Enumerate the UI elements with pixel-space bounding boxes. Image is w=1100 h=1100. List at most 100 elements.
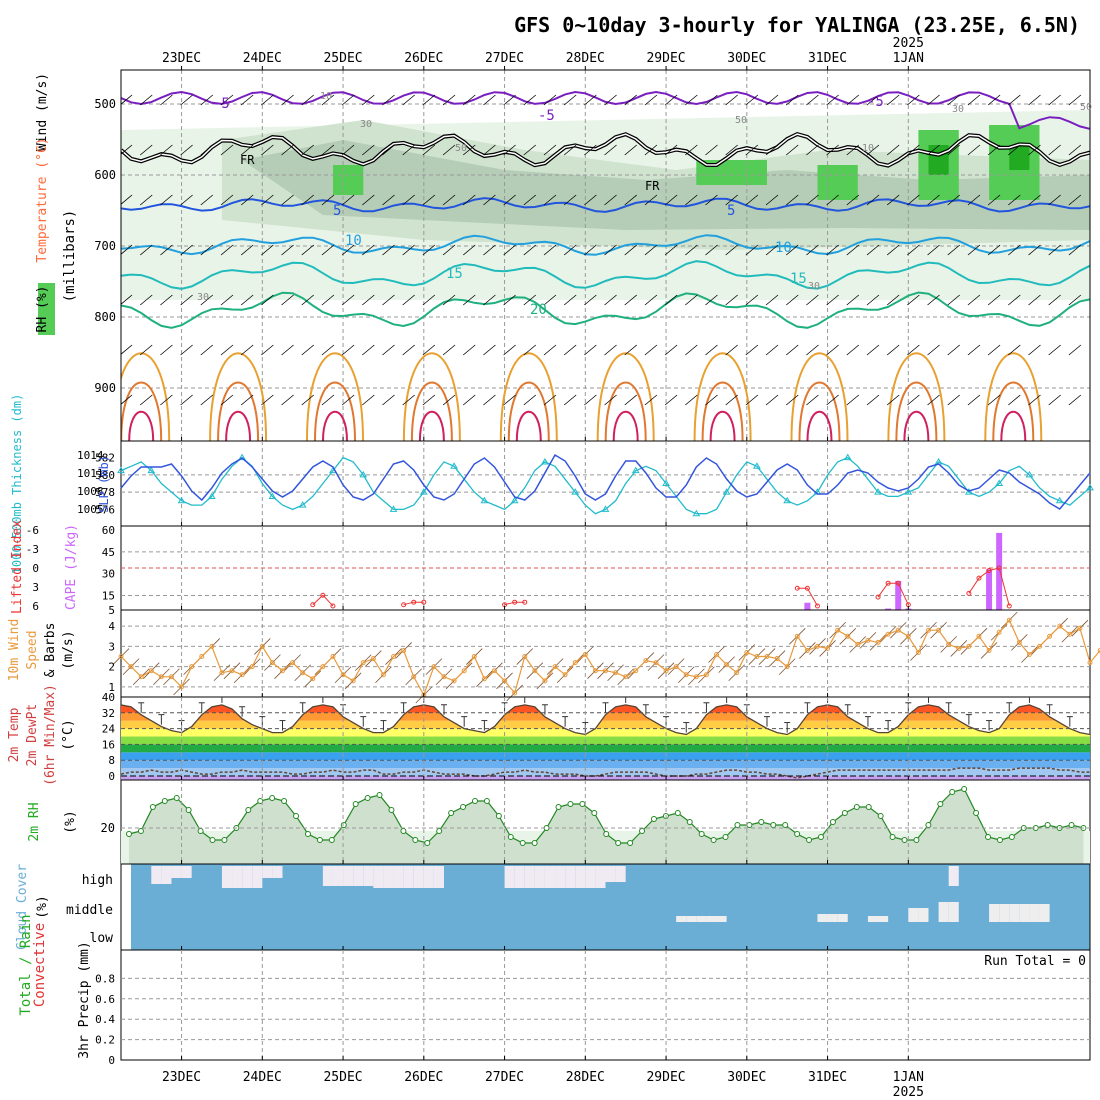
low-level-contour	[612, 410, 639, 441]
li-point	[996, 565, 1002, 571]
low-level-contour	[418, 410, 445, 441]
thickness-point	[177, 496, 186, 504]
li-point	[885, 580, 891, 586]
wind-barb	[705, 194, 718, 206]
wind-barb	[523, 394, 537, 406]
low-level-contour	[596, 352, 655, 441]
low-level-contour	[515, 410, 542, 441]
wind10-point	[209, 643, 215, 649]
wind-barb	[705, 144, 718, 156]
wind10-point	[744, 649, 750, 655]
temp-label: (6hr Min/Max)	[43, 684, 58, 786]
wind-barb	[523, 244, 537, 256]
cape-tick: 5	[108, 604, 115, 617]
top-date-label: 24DEC	[243, 51, 282, 66]
wind10-point	[855, 641, 861, 647]
rh-tick: 20	[101, 821, 115, 835]
wind-barb	[180, 194, 193, 206]
wind-barb	[705, 294, 718, 306]
wind-barb	[584, 244, 597, 256]
wind-barb	[644, 294, 658, 306]
wind-barb	[503, 144, 516, 156]
wind-barb	[462, 94, 476, 106]
wind-barb	[1068, 394, 1082, 406]
wind10-point	[1077, 625, 1083, 631]
wind-barb	[886, 344, 900, 356]
rh2m-panel: 20	[101, 779, 1091, 865]
li-tick: 0	[32, 562, 39, 575]
thickness-point	[389, 505, 398, 512]
wind-barb	[584, 194, 597, 206]
wind-barb	[725, 194, 738, 206]
wind-barb	[785, 194, 799, 206]
wind-barb	[947, 394, 960, 406]
wind-barb	[281, 244, 294, 256]
cloud-level-label: low	[90, 931, 114, 946]
rh-point	[1044, 822, 1051, 828]
low-level-contour	[321, 410, 348, 441]
rh-point	[149, 804, 156, 810]
wind-barb	[382, 94, 395, 106]
wind10-point	[835, 627, 841, 633]
wind10-point	[946, 641, 952, 647]
low-level-contour	[217, 381, 260, 441]
cloud-high-gap	[555, 866, 566, 888]
wind-barb	[806, 194, 819, 206]
cloud-high-gap	[524, 866, 535, 888]
wind10-line	[120, 618, 1100, 697]
cloud-middle-gap	[817, 914, 828, 922]
cloud-middle-gap	[837, 914, 848, 922]
temperature-contour-label: -5	[213, 96, 230, 112]
wind-barb	[139, 344, 153, 356]
temp-band	[121, 776, 1090, 780]
wind-barb	[846, 244, 860, 256]
wind-barb	[321, 94, 335, 106]
wind-barb	[281, 194, 294, 206]
wind-barb	[604, 144, 617, 156]
rh-point	[460, 804, 467, 810]
wind10-point	[1047, 633, 1053, 639]
wind-barb	[826, 344, 839, 356]
wind10-point	[1087, 660, 1093, 666]
wind-barb	[685, 394, 698, 406]
wind10-point	[643, 658, 649, 664]
rh-point	[400, 828, 407, 834]
wind-barb	[987, 294, 1001, 306]
wind-barb	[503, 294, 516, 306]
wind-barb	[160, 244, 173, 256]
wind-barb	[987, 244, 1001, 256]
wind-barb	[826, 394, 839, 406]
wind-barb	[927, 344, 940, 356]
wind-barb	[483, 394, 496, 406]
wind-barb	[886, 144, 900, 156]
thickness-tick: 580	[95, 469, 115, 482]
wind10-point	[431, 664, 437, 670]
wind-barb	[846, 344, 860, 356]
wind-barb	[987, 94, 1001, 106]
wind-barb	[967, 194, 981, 206]
li-point	[895, 580, 901, 586]
low-level-contour	[709, 410, 736, 441]
low-level-contour	[499, 352, 558, 441]
wind-barb	[543, 194, 557, 206]
wind-barb	[1008, 394, 1021, 406]
li-point	[986, 568, 992, 574]
cloud-label: Cloud Cover	[15, 864, 30, 950]
cape-bar	[996, 532, 1003, 610]
wind-barb	[220, 344, 234, 356]
thickness-point	[631, 466, 640, 474]
rh-contour-label: 30	[952, 104, 964, 115]
wind10-tick: 3	[108, 640, 115, 653]
wind-barb	[644, 144, 658, 156]
rh-point	[949, 789, 956, 795]
low-level-contour	[984, 352, 1043, 441]
thickness-point	[722, 488, 731, 495]
rh-shading	[928, 145, 949, 175]
wind-barb	[543, 144, 557, 156]
wind10-point	[360, 660, 366, 666]
wind-barb	[907, 94, 920, 106]
cloud-middle-gap	[686, 916, 697, 922]
wind-barb	[121, 344, 133, 355]
low-level-contour	[225, 410, 252, 441]
wind10-point	[280, 668, 285, 674]
